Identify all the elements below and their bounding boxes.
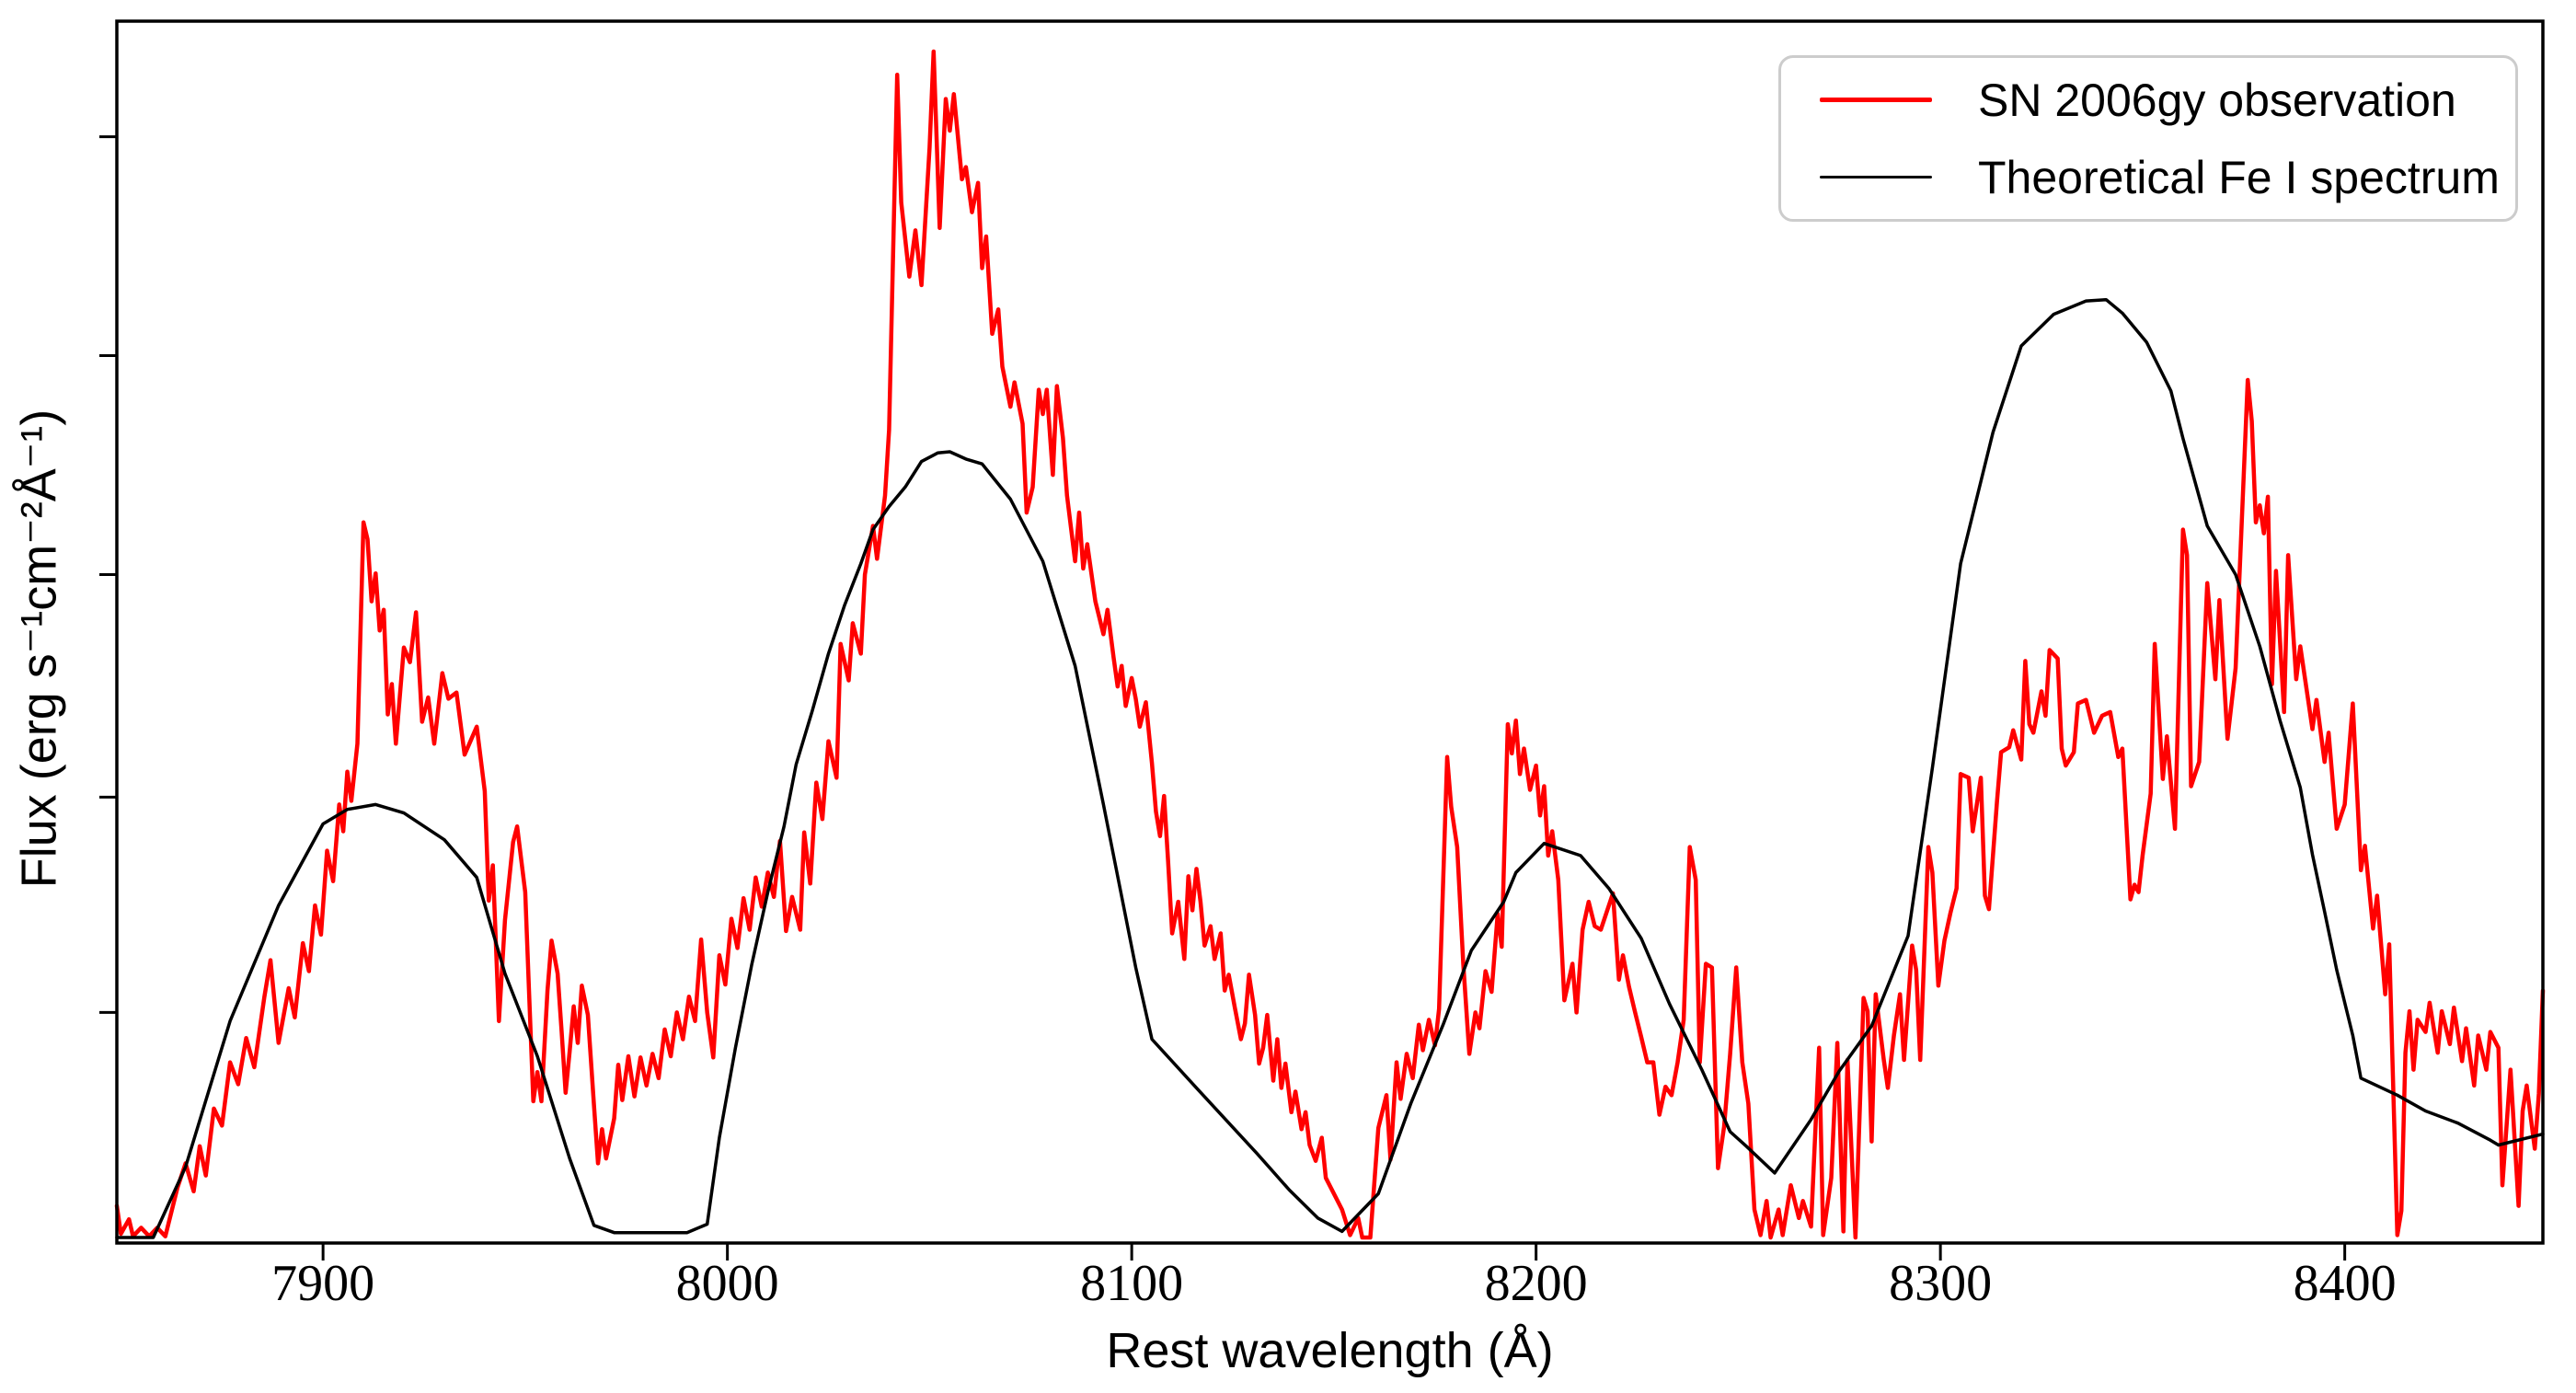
theory-curve — [115, 297, 2545, 1239]
theory-line-sample — [1820, 175, 1932, 179]
plot-frame — [115, 19, 2545, 1245]
observation-curve — [114, 49, 2546, 1240]
legend-label: SN 2006gy observation — [1978, 74, 2456, 126]
legend: SN 2006gy observation Theoretical Fe I s… — [1778, 55, 2518, 222]
x-tick-label: 8200 — [1485, 1255, 1588, 1312]
legend-label: Theoretical Fe I spectrum — [1978, 151, 2500, 203]
legend-entry-observation: SN 2006gy observation — [1807, 74, 2490, 127]
x-tick-label: 8300 — [1889, 1255, 1992, 1312]
legend-entry-theory: Theoretical Fe I spectrum — [1807, 151, 2500, 204]
x-tick-label: 7900 — [271, 1255, 374, 1312]
observation-line-sample — [1820, 98, 1932, 102]
y-axis-label: Flux (erg s⁻¹cm⁻²Å⁻¹) — [11, 409, 67, 889]
x-tick-label: 8100 — [1080, 1255, 1183, 1312]
x-tick-label: 8400 — [2294, 1255, 2397, 1312]
x-axis-label: Rest wavelength (Å) — [1106, 1323, 1554, 1378]
x-tick-label: 8000 — [676, 1255, 779, 1312]
